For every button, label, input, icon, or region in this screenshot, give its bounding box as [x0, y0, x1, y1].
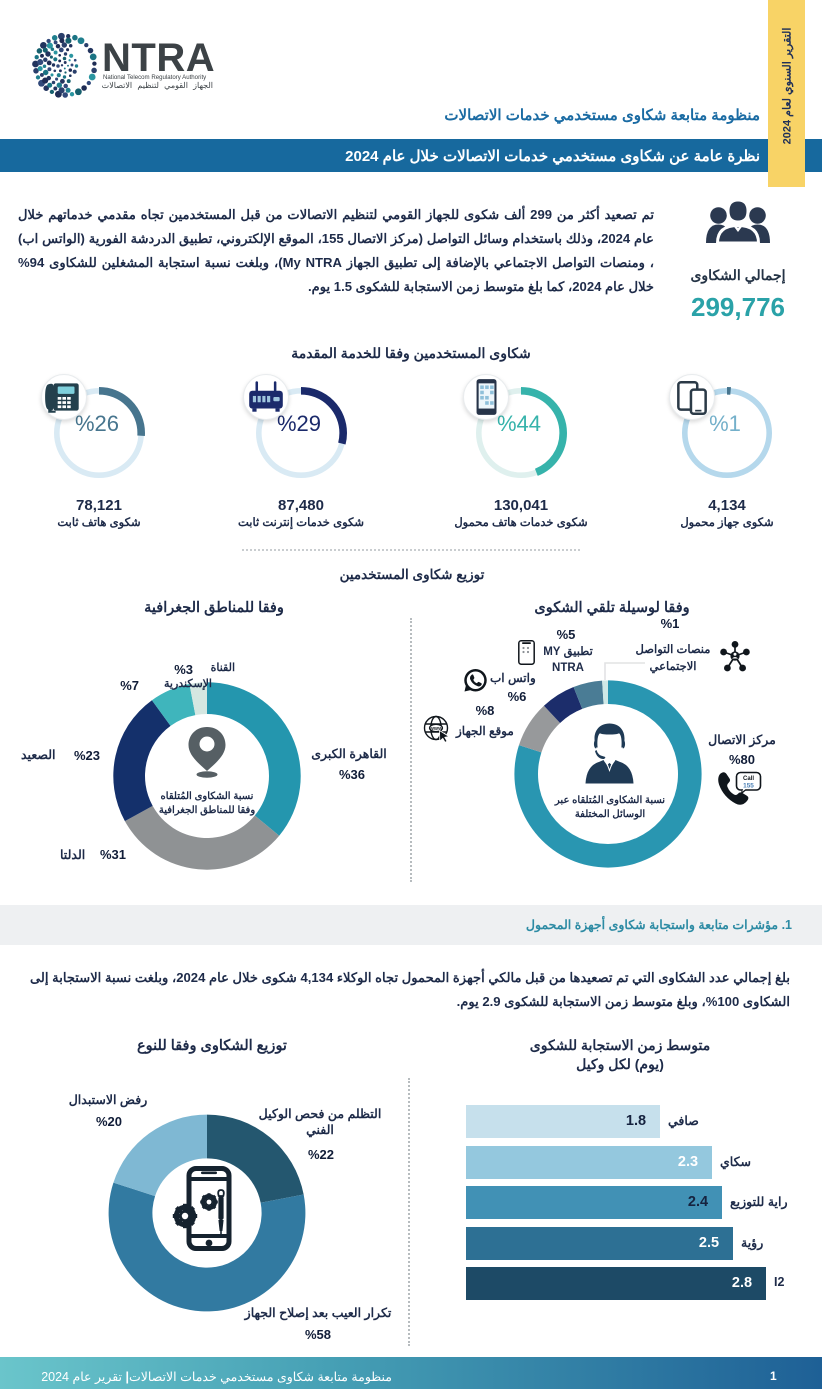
svg-text:WWW: WWW: [430, 726, 443, 731]
svg-text:Call: Call: [743, 776, 754, 782]
svg-text:155: 155: [743, 783, 754, 790]
